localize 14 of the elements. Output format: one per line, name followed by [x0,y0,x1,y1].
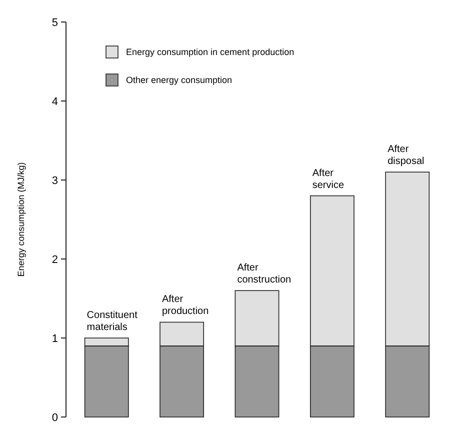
y-tick-label: 0 [52,412,58,424]
y-tick-label: 4 [52,96,58,108]
y-tick-label: 3 [52,174,58,187]
y-tick-label: 2 [52,254,58,266]
x-tick-label: Constituent materials [86,310,138,333]
x-tick-label: After production [162,294,209,318]
x-tick-label: After construction [237,262,292,286]
y-tick-label: 1 [52,332,58,345]
legend-label: Other energy consumption [126,75,232,86]
y-tick-label: 5 [52,16,58,29]
x-tick-label: After service [312,168,345,191]
x-tick-label: After disposal [388,144,424,168]
legend-label: Energy consumption in cement production [126,47,294,58]
y-axis-title: Energy consumption (MJ/kg) [16,162,26,277]
